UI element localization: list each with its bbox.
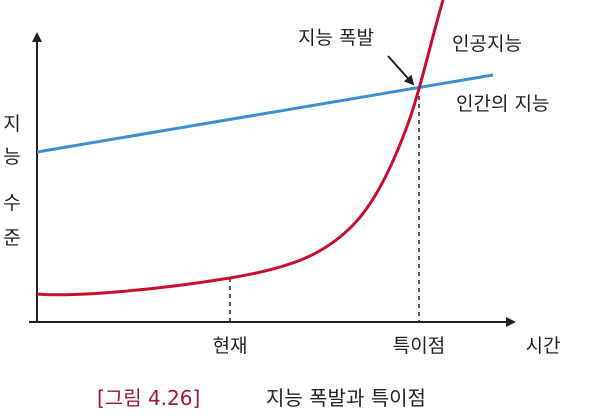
y-label-char-3: 수 bbox=[3, 192, 20, 214]
series-ai-line bbox=[36, 0, 445, 297]
series-label-human: 인간의 지능 bbox=[456, 93, 549, 115]
y-label-char-1: 지 bbox=[3, 113, 20, 135]
x-tick-singularity: 특이점 bbox=[393, 335, 445, 357]
caption-title: 지능 폭발과 특이점 bbox=[266, 386, 426, 410]
x-axis-label: 시간 bbox=[526, 335, 561, 357]
caption-number: [그림 4.26] bbox=[97, 386, 200, 410]
series-human-line bbox=[36, 73, 494, 154]
y-label-char-4: 준 bbox=[3, 227, 20, 249]
series-label-ai: 인공지능 bbox=[452, 33, 522, 55]
annotation-arrow bbox=[387, 55, 415, 86]
annotation-intelligence-explosion: 지능 폭발 bbox=[298, 27, 374, 49]
y-label-char-2: 능 bbox=[3, 146, 20, 168]
x-tick-present: 현재 bbox=[213, 335, 248, 357]
